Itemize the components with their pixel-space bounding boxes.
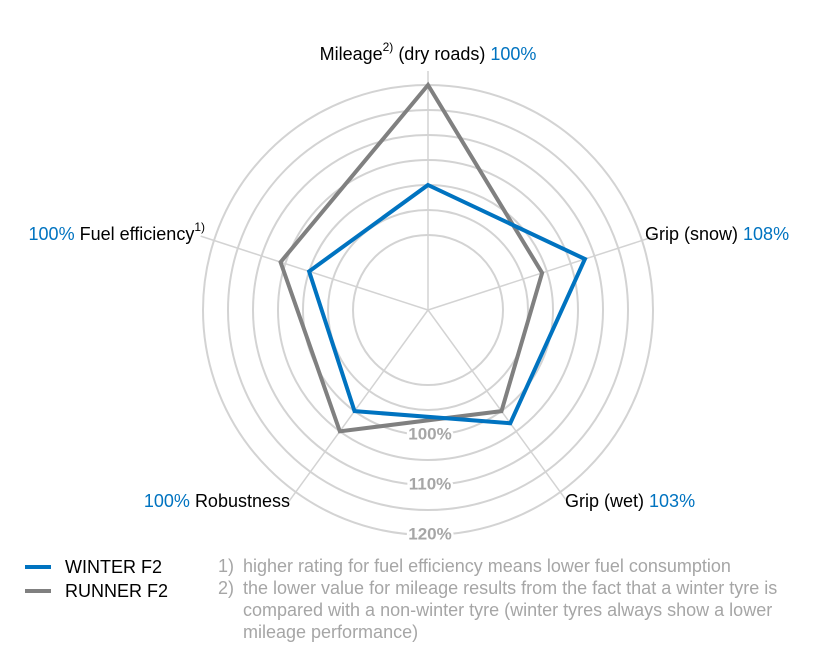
footnote-text: higher rating for fuel efficiency means … (243, 556, 731, 576)
axis-label: Mileage2)​ (dry roads) 100% (320, 40, 537, 64)
axis-spoke (427, 309, 570, 504)
axis-value-label: 108% (743, 224, 789, 244)
axis-label: 100% Robustness (144, 491, 290, 511)
series-polygon (278, 81, 545, 434)
r-tick-label: 120% (408, 524, 451, 543)
legend-label: WINTER F2 (65, 556, 162, 577)
axis-value-label: 100% (490, 44, 536, 64)
axis-name: Robustness (195, 491, 290, 511)
footnotes: 1) higher rating for fuel efficiency mean… (218, 555, 788, 643)
footnote-marker: 1) (218, 556, 235, 576)
footnote-text: the lower value for mileage results from… (243, 578, 778, 642)
series-polygon (306, 182, 588, 426)
legend-item: WINTER F2 (25, 555, 168, 579)
footnote-ref: 1) (194, 220, 205, 234)
legend: WINTER F2 RUNNER F2 (25, 555, 168, 603)
axis-name: Grip (wet) (565, 491, 644, 511)
axis-suffix: (dry roads) (398, 44, 485, 64)
footnote: 2) the lower value for mileage results fr… (218, 577, 788, 643)
legend-item: RUNNER F2 (25, 579, 168, 603)
axis-label: 100% Fuel efficiency1)​ (29, 220, 205, 244)
radar-chart: 100% 110% 120% Mileage2)​ (dry roads) 100% G… (28, 40, 790, 544)
axis-value-label: 100% (144, 491, 190, 511)
footnote-marker: 2) (218, 578, 235, 598)
axis-label: Grip (snow) 108% (645, 224, 789, 244)
axis-name: Grip (snow) (645, 224, 738, 244)
axis-name: Fuel efficiency (80, 224, 195, 244)
axis-value-label: 103% (649, 491, 695, 511)
footnote-ref: 2) (383, 40, 394, 54)
legend-swatch (25, 565, 51, 569)
legend-swatch (25, 589, 51, 593)
legend-label: RUNNER F2 (65, 580, 169, 601)
footnote: 1) higher rating for fuel efficiency mean… (218, 555, 788, 577)
axis-name: Mileage (320, 44, 383, 64)
axis-spoke (200, 235, 429, 311)
axis-spoke (286, 309, 429, 504)
r-tick-label: 110% (409, 474, 452, 493)
axis-label: Grip (wet) 103% (565, 491, 695, 511)
r-tick-label: 100% (408, 424, 451, 443)
axis-value-label: 100% (29, 224, 75, 244)
